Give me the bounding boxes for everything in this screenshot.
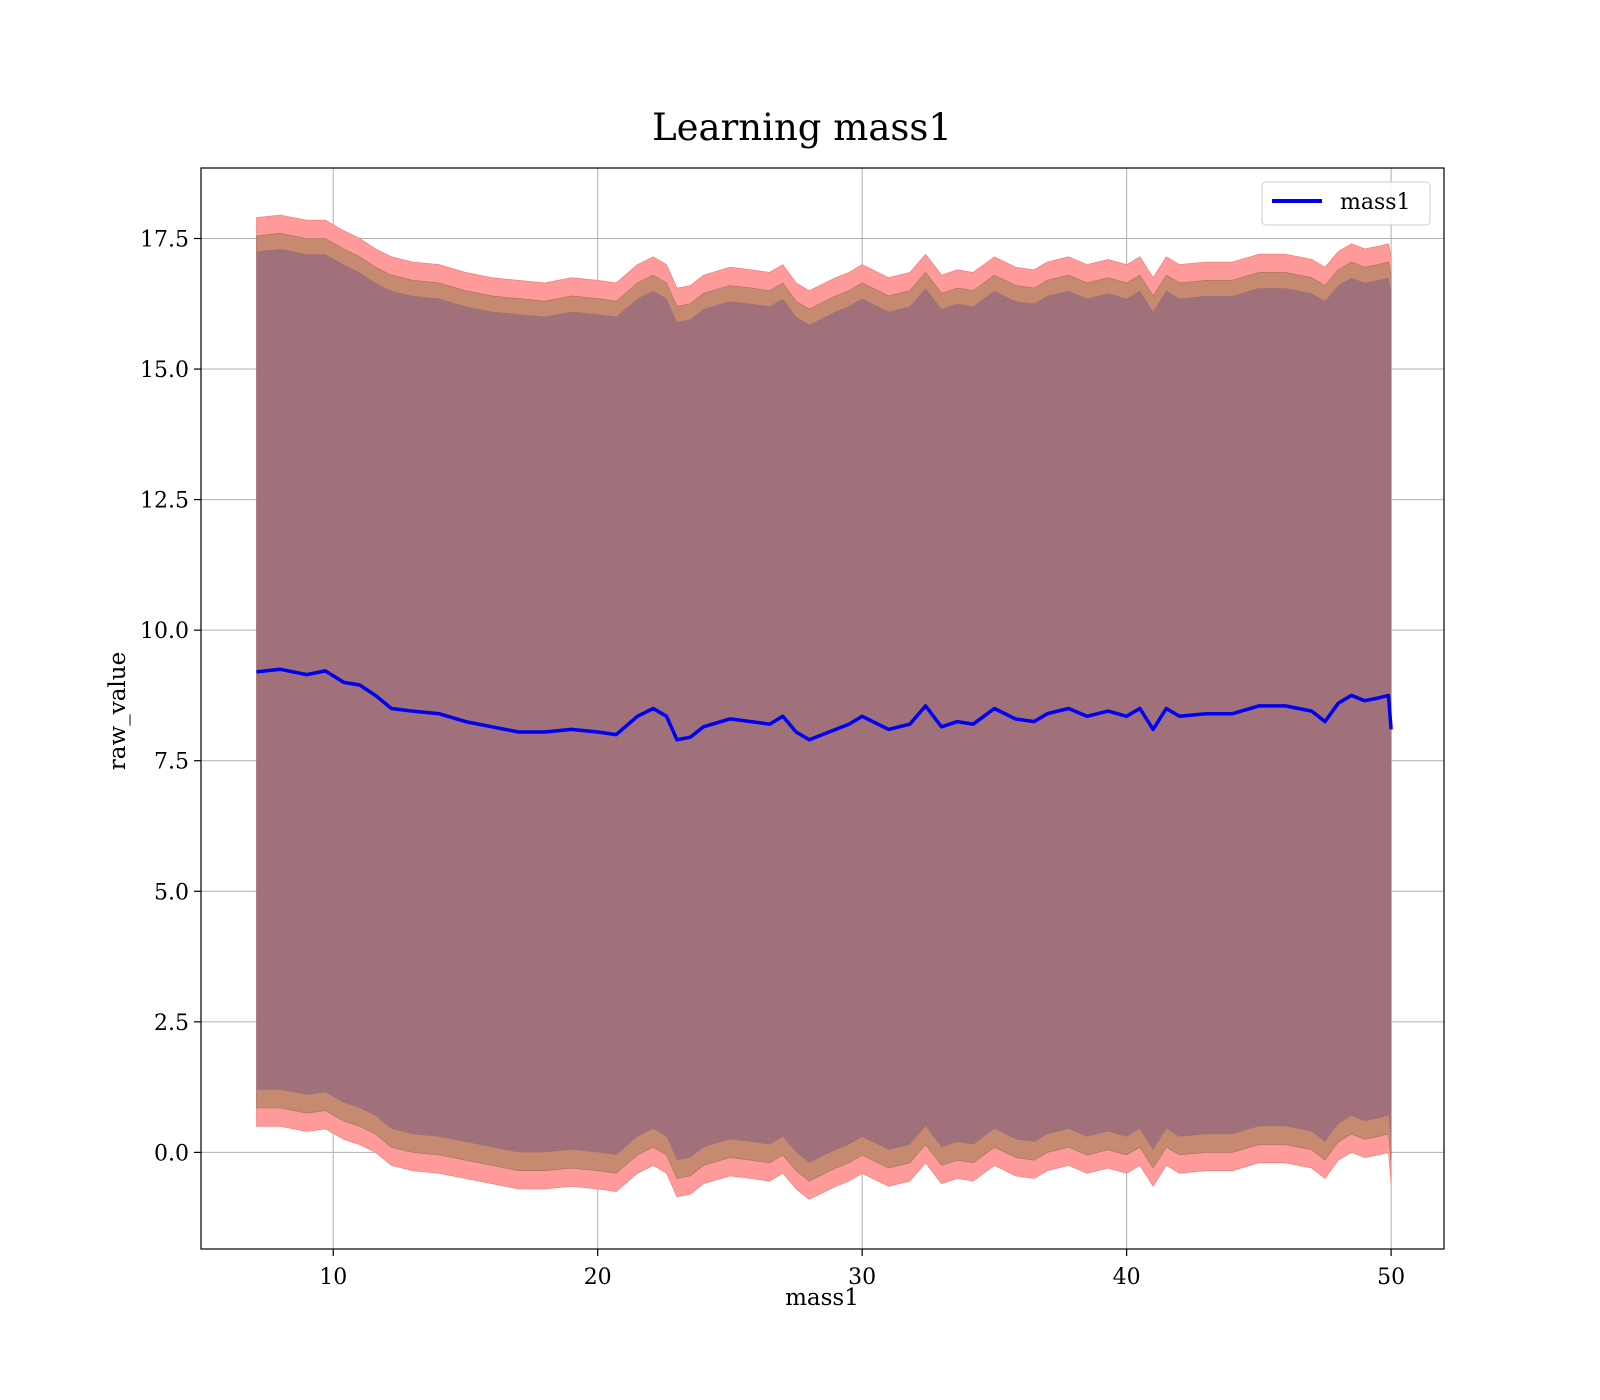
y-tick-label: 0.0 <box>154 1141 189 1166</box>
x-tick-label: 20 <box>584 1265 612 1290</box>
y-axis: 0.0 2.5 5.0 7.5 10.0 12.5 15.0 17.5 <box>140 228 201 1166</box>
y-tick-label: 15.0 <box>140 358 189 383</box>
x-tick-label: 10 <box>319 1265 347 1290</box>
x-tick-label: 30 <box>848 1265 876 1290</box>
legend-label-mass1: mass1 <box>1340 190 1411 215</box>
y-tick-label: 7.5 <box>154 750 189 775</box>
band-inner <box>256 248 1392 1163</box>
y-axis-label: raw_value <box>105 652 131 770</box>
series-line-mass1 <box>256 667 1393 742</box>
y-tick-label: 12.5 <box>140 489 189 514</box>
x-tick-label: 40 <box>1113 1265 1141 1290</box>
y-tick-label: 10.0 <box>140 619 189 644</box>
y-tick-label: 5.0 <box>154 880 189 905</box>
legend-box <box>1261 181 1431 226</box>
y-tick-label: 2.5 <box>154 1011 189 1036</box>
legend: mass1 <box>1261 181 1431 226</box>
series-lines <box>256 667 1393 742</box>
plot-frame <box>200 167 1445 1250</box>
x-axis: 10 20 30 40 50 <box>319 1249 1405 1290</box>
y-tick-label: 17.5 <box>140 228 189 253</box>
x-tick-label: 50 <box>1377 1265 1405 1290</box>
chart-title: Learning mass1 <box>652 106 952 149</box>
x-axis-label: mass1 <box>785 1285 859 1311</box>
confidence-bands <box>256 214 1392 1200</box>
